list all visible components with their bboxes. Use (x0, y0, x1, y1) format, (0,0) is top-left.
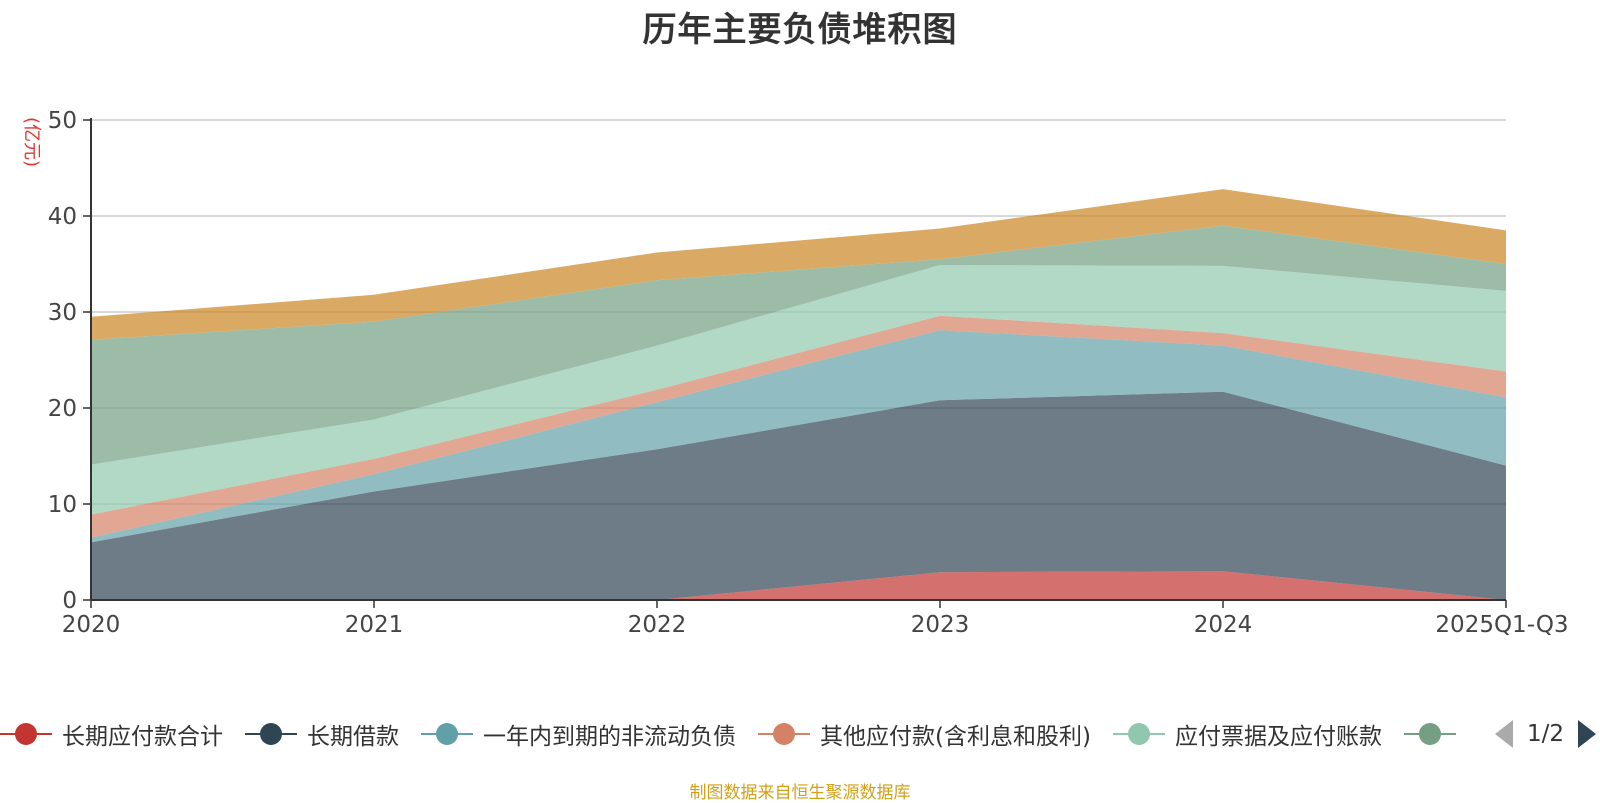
legend-label: 一年内到期的非流动负债 (483, 724, 736, 750)
area-series-group (91, 189, 1506, 600)
y-tick-label: 10 (48, 492, 77, 518)
source-note: 制图数据来自恒生聚源数据库 (689, 783, 911, 803)
area-series-5[interactable] (91, 225, 1506, 465)
legend-marker-dot (773, 723, 795, 745)
legend-label: 应付票据及应付账款 (1174, 724, 1382, 750)
legend-marker-dot (1418, 723, 1441, 745)
legend-item[interactable]: 长期应付款合计 (0, 717, 223, 751)
legend-marker-dot (436, 723, 458, 745)
legend-item[interactable]: 长期借款 (245, 717, 399, 751)
y-tick-label: 40 (48, 204, 77, 230)
legend-marker-dot (15, 723, 37, 745)
y-tick-label: 30 (48, 300, 77, 326)
legend-next-page-icon[interactable] (1576, 718, 1598, 750)
x-tick-label: 2024 (1194, 612, 1253, 638)
legend-marker-icon (421, 723, 473, 745)
legend-item[interactable]: 其他应付款(含利息和股利) (758, 717, 1091, 751)
area-series-6[interactable] (91, 189, 1506, 340)
legend-marker-dot (260, 723, 282, 745)
y-axis-unit-label: (亿元) (21, 117, 42, 167)
y-tick-label: 0 (62, 588, 77, 614)
legend-label: 长期应付款合计 (62, 724, 223, 750)
legend-prev-page-icon[interactable] (1493, 718, 1515, 750)
legend: 长期应付款合计 长期借款 一年内到期的非流动负债 其他应付款(含利息和股利) 应付票据及… (0, 714, 1600, 754)
x-tick-label: 2020 (62, 612, 121, 638)
legend-marker-dot (1127, 723, 1150, 745)
legend-page-indicator: 1/2 (1526, 721, 1564, 747)
x-tick-label: 2022 (628, 612, 687, 638)
legend-item[interactable]: 一年内到期的非流动负债 (421, 717, 736, 751)
legend-marker-icon (0, 723, 52, 745)
legend-pager: 1/2 (1468, 714, 1600, 754)
y-tick-label: 50 (48, 108, 77, 134)
area-series-2[interactable] (91, 330, 1506, 543)
legend-item[interactable]: 应付票据及应付账款 (1112, 717, 1382, 751)
legend-marker-icon (758, 723, 810, 745)
axes: 0 10 20 30 40 50 2020 2021 2022 2023 2024 2025Q1-Q3 (48, 108, 1569, 638)
x-tick-label: 2021 (345, 612, 404, 638)
legend-marker-icon (1112, 723, 1165, 745)
legend-marker-icon (245, 723, 297, 745)
x-tick-label: 2025Q1-Q3 (1435, 612, 1568, 638)
area-series-4[interactable] (91, 265, 1506, 515)
legend-marker-icon (1403, 723, 1456, 745)
area-series-3[interactable] (91, 315, 1506, 538)
legend-label: 其他应付款(含利息和股利) (820, 724, 1091, 750)
chart-title: 历年主要负债堆积图 (642, 10, 958, 50)
legend-label: 长期借款 (307, 724, 399, 750)
area-series-0[interactable] (91, 571, 1506, 600)
x-tick-label: 2023 (911, 612, 970, 638)
y-tick-label: 20 (48, 396, 77, 422)
legend-item[interactable] (1403, 721, 1456, 747)
area-series-1[interactable] (91, 391, 1506, 600)
